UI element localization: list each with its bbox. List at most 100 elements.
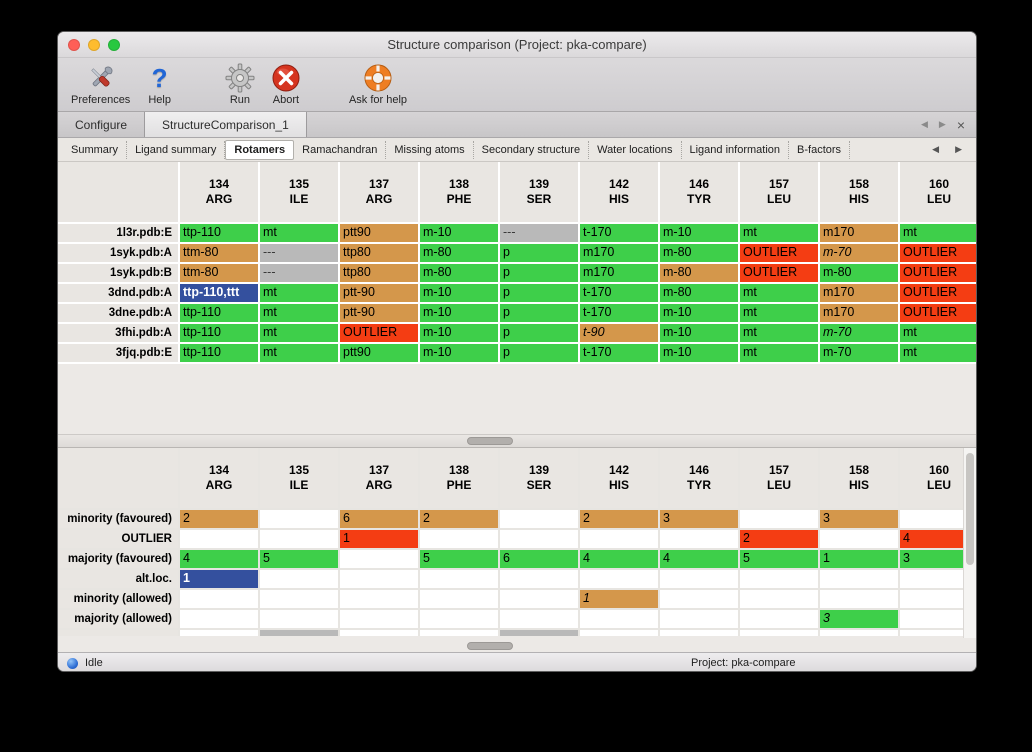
column-header-160[interactable]: 160 LEU bbox=[900, 162, 976, 224]
table-cell[interactable] bbox=[260, 610, 340, 630]
table-cell[interactable]: m-10 bbox=[660, 324, 740, 344]
table-cell[interactable]: m-10 bbox=[660, 224, 740, 244]
table-cell[interactable]: mt bbox=[740, 304, 820, 324]
table-cell[interactable]: OUTLIER bbox=[900, 264, 976, 284]
table-cell[interactable]: ttp80 bbox=[340, 244, 420, 264]
row-label[interactable]: alt.loc. bbox=[58, 570, 180, 590]
table-cell[interactable]: m-10 bbox=[420, 324, 500, 344]
table-cell[interactable]: m-10 bbox=[660, 344, 740, 364]
pane-splitter[interactable] bbox=[58, 434, 976, 448]
ask-for-help-button[interactable]: Ask for help bbox=[344, 61, 412, 106]
table-cell[interactable]: 3 bbox=[900, 550, 976, 570]
column-header-142[interactable]: 142 HIS bbox=[580, 162, 660, 224]
table-cell[interactable]: m170 bbox=[820, 224, 900, 244]
table-cell[interactable] bbox=[900, 570, 976, 590]
table-cell[interactable]: 6 bbox=[500, 550, 580, 570]
table-cell[interactable]: 5 bbox=[420, 550, 500, 570]
row-label[interactable]: OUTLIER bbox=[58, 530, 180, 550]
table-cell[interactable] bbox=[820, 530, 900, 550]
table-cell[interactable] bbox=[180, 590, 260, 610]
table-cell[interactable]: 2 bbox=[180, 510, 260, 530]
table-cell[interactable]: m-10 bbox=[420, 304, 500, 324]
table-cell[interactable]: ttm-80 bbox=[180, 264, 260, 284]
table-cell[interactable] bbox=[740, 590, 820, 610]
table-cell[interactable] bbox=[900, 510, 976, 530]
table-cell[interactable]: m-70 bbox=[820, 324, 900, 344]
subtab-b-factors[interactable]: B-factors bbox=[789, 140, 851, 159]
column-header-138[interactable]: 138 PHE bbox=[420, 448, 500, 510]
subtab-water-locations[interactable]: Water locations bbox=[589, 140, 682, 159]
table-cell[interactable]: mt bbox=[740, 284, 820, 304]
table-cell[interactable]: 6 bbox=[340, 510, 420, 530]
table-cell[interactable]: ptt-90 bbox=[340, 304, 420, 324]
table-cell[interactable]: mt bbox=[740, 344, 820, 364]
table-cell[interactable]: 2 bbox=[580, 510, 660, 530]
table-cell[interactable] bbox=[420, 590, 500, 610]
table-cell[interactable] bbox=[260, 590, 340, 610]
column-header-134[interactable]: 134 ARG bbox=[180, 162, 260, 224]
splitter-handle[interactable] bbox=[467, 437, 513, 445]
table-cell[interactable]: OUTLIER bbox=[740, 244, 820, 264]
abort-button[interactable]: Abort bbox=[266, 61, 306, 106]
column-header-137[interactable]: 137 ARG bbox=[340, 162, 420, 224]
table-cell[interactable]: 3 bbox=[820, 510, 900, 530]
table-cell[interactable]: p bbox=[500, 284, 580, 304]
table-cell[interactable]: OUTLIER bbox=[340, 324, 420, 344]
table-cell[interactable]: --- bbox=[260, 264, 340, 284]
table-cell[interactable] bbox=[900, 610, 976, 630]
table-cell[interactable] bbox=[420, 570, 500, 590]
preferences-button[interactable]: Preferences bbox=[66, 61, 135, 106]
table-cell[interactable]: mt bbox=[260, 284, 340, 304]
table-cell[interactable]: mt bbox=[900, 224, 976, 244]
table-cell[interactable]: ttp-110 bbox=[180, 304, 260, 324]
table-cell[interactable] bbox=[180, 610, 260, 630]
row-label[interactable]: 3dnd.pdb:A bbox=[58, 284, 180, 304]
row-label[interactable]: minority (favoured) bbox=[58, 510, 180, 530]
column-header-157[interactable]: 157 LEU bbox=[740, 448, 820, 510]
table-cell[interactable]: OUTLIER bbox=[900, 304, 976, 324]
table-cell[interactable] bbox=[580, 610, 660, 630]
table-cell[interactable]: 3 bbox=[820, 610, 900, 630]
table-cell[interactable]: m170 bbox=[820, 284, 900, 304]
table-cell[interactable] bbox=[420, 530, 500, 550]
column-header-158[interactable]: 158 HIS bbox=[820, 448, 900, 510]
table-cell[interactable]: mt bbox=[900, 344, 976, 364]
table-cell[interactable] bbox=[740, 510, 820, 530]
table-cell[interactable]: ptt90 bbox=[340, 224, 420, 244]
tab-structurecomparison-1[interactable]: StructureComparison_1 bbox=[144, 112, 307, 137]
subtab-ramachandran[interactable]: Ramachandran bbox=[294, 140, 387, 159]
table-cell[interactable]: mt bbox=[900, 324, 976, 344]
table-cell[interactable]: mt bbox=[260, 324, 340, 344]
table-cell[interactable] bbox=[340, 550, 420, 570]
table-cell[interactable]: OUTLIER bbox=[740, 264, 820, 284]
table-cell[interactable]: ttm-80 bbox=[180, 244, 260, 264]
table-cell[interactable]: ttp-110 bbox=[180, 344, 260, 364]
table-cell[interactable]: mt bbox=[260, 344, 340, 364]
minimize-window-button[interactable] bbox=[88, 38, 100, 51]
table-cell[interactable]: m170 bbox=[820, 304, 900, 324]
table-cell[interactable] bbox=[340, 570, 420, 590]
vertical-scrollbar[interactable] bbox=[963, 448, 976, 638]
table-cell[interactable]: ptt90 bbox=[340, 344, 420, 364]
table-cell[interactable]: --- bbox=[260, 244, 340, 264]
table-cell[interactable]: mt bbox=[740, 324, 820, 344]
table-cell[interactable] bbox=[500, 510, 580, 530]
table-cell[interactable]: --- bbox=[500, 224, 580, 244]
table-cell[interactable]: m-80 bbox=[660, 264, 740, 284]
column-header-135[interactable]: 135 ILE bbox=[260, 162, 340, 224]
column-header-146[interactable]: 146 TYR bbox=[660, 162, 740, 224]
table-cell[interactable]: 4 bbox=[900, 530, 976, 550]
table-cell[interactable] bbox=[580, 570, 660, 590]
column-header-138[interactable]: 138 PHE bbox=[420, 162, 500, 224]
table-cell[interactable]: m-10 bbox=[420, 284, 500, 304]
table-cell[interactable] bbox=[260, 570, 340, 590]
table-cell[interactable]: t-170 bbox=[580, 224, 660, 244]
row-label[interactable]: 3fhi.pdb:A bbox=[58, 324, 180, 344]
table-cell[interactable]: m-10 bbox=[660, 304, 740, 324]
table-cell[interactable] bbox=[260, 530, 340, 550]
table-cell[interactable] bbox=[820, 570, 900, 590]
table-cell[interactable] bbox=[500, 610, 580, 630]
column-header-134[interactable]: 134 ARG bbox=[180, 448, 260, 510]
titlebar[interactable]: Structure comparison (Project: pka-compa… bbox=[58, 32, 976, 58]
column-header-139[interactable]: 139 SER bbox=[500, 448, 580, 510]
